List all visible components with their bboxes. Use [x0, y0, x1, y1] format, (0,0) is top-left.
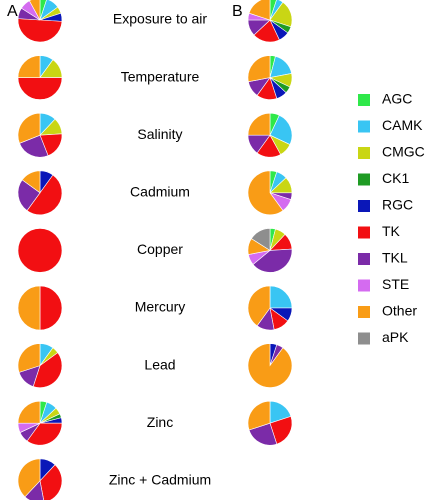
pie-a-temperature-slice-other [17, 55, 41, 78]
pie-a-temperature [17, 55, 63, 100]
legend-label-tkl: TKL [382, 250, 408, 266]
legend: AGC CAMK CMGC CK1 RGC TK TKL STE Other aPK [358, 91, 425, 345]
pie-a-mercury-slice-other [17, 285, 41, 331]
pie-b-cadmium [247, 170, 293, 216]
pie-a-zinc-cadmium-slice-other [17, 458, 41, 498]
row-label-temperature: Temperature [121, 68, 200, 84]
row-label-copper: Copper [137, 241, 183, 257]
pie-a-zinc-slice-other [17, 400, 41, 424]
pie-b-lead-slice-other [247, 343, 293, 388]
pie-a-exposure-to-air-slice-tk [17, 18, 63, 43]
legend-label-tk: TK [382, 223, 401, 239]
pie-b-zinc-slice-tk [269, 416, 293, 445]
row-label-cadmium: Cadmium [130, 184, 190, 200]
row-label-mercury: Mercury [135, 299, 186, 315]
legend-label-cmgc: CMGC [382, 144, 425, 160]
pie-b-zinc [247, 400, 293, 446]
pie-b-temperature-slice-other [247, 55, 271, 83]
pie-chart-grid [17, 0, 293, 500]
row-label-exposure-to-air: Exposure to air [113, 11, 207, 27]
pie-a-copper-slice-tk [17, 228, 63, 273]
pie-a-lead-slice-other [17, 343, 41, 373]
legend-label-ste: STE [382, 276, 409, 292]
pie-b-copper [247, 228, 293, 273]
pie-a-zinc-slice-tk [26, 422, 63, 446]
pie-a-mercury [17, 285, 63, 331]
pie-b-temperature [247, 55, 293, 100]
pie-b-cadmium-slice-other [247, 170, 284, 216]
pie-a-zinc-cadmium [17, 458, 63, 500]
pie-a-exposure-to-air-slice-agc [39, 0, 47, 21]
pie-b-zinc-cadmium-background [248, 458, 292, 500]
legend-swatch-ck1 [358, 173, 370, 186]
pie-b-zinc-cadmium [248, 458, 292, 500]
pie-a-exposure-to-air [17, 0, 63, 43]
pie-a-mercury-slice-tk [39, 285, 63, 331]
pie-a-zinc [17, 400, 63, 446]
pie-b-zinc-slice-tkl [248, 422, 278, 446]
pie-b-lead [247, 343, 293, 388]
legend-label-apk: aPK [382, 329, 409, 345]
pie-b-mercury-slice-other [247, 285, 271, 327]
pie-a-lead [17, 343, 63, 388]
row-labels: Exposure to air Temperature Salinity Cadmiu… [109, 11, 211, 488]
legend-swatch-apk [358, 332, 370, 345]
legend-swatch-cmgc [358, 147, 370, 159]
pie-a-lead-slice-tk [32, 352, 63, 388]
row-label-lead: Lead [144, 356, 175, 372]
pie-b-mercury-slice-camk [269, 285, 293, 309]
legend-swatch-other [358, 306, 370, 318]
legend-label-camk: CAMK [382, 117, 423, 133]
pie-a-cadmium [17, 170, 63, 215]
legend-swatch-camk [358, 120, 370, 133]
pie-a-temperature-slice-tk [17, 77, 63, 100]
legend-label-rgc: RGC [382, 197, 413, 213]
row-label-salinity: Salinity [137, 126, 182, 142]
pie-b-salinity-slice-camk [269, 114, 293, 145]
pie-b-salinity [247, 112, 293, 158]
panel-label-b: B [232, 3, 243, 20]
legend-swatch-agc [358, 94, 370, 106]
pie-a-zinc-cadmium-slice-tk [39, 464, 63, 500]
pie-a-cadmium-slice-tkl [17, 179, 41, 212]
pie-a-cadmium-slice-tk [26, 174, 63, 215]
pie-b-salinity-slice-other [247, 112, 271, 136]
row-label-zinc-cadmium: Zinc + Cadmium [109, 472, 211, 488]
legend-label-agc: AGC [382, 91, 412, 107]
pie-a-copper [17, 228, 63, 273]
pie-b-zinc-slice-other [247, 400, 271, 431]
legend-swatch-rgc [358, 200, 370, 212]
pie-b-copper-slice-tkl [252, 248, 293, 273]
legend-swatch-ste [358, 279, 370, 292]
pie-b-exposure-to-air [247, 0, 293, 43]
pie-b-mercury [247, 285, 293, 331]
legend-label-ck1: CK1 [382, 170, 409, 186]
panel-label-a: A [7, 3, 18, 20]
row-label-zinc: Zinc [147, 414, 173, 430]
pie-a-salinity [17, 112, 63, 158]
pie-a-cadmium-slice-other [21, 170, 41, 194]
pie-a-salinity-slice-other [17, 112, 41, 144]
pie-a-exposure-to-air-slice-other [28, 0, 41, 21]
legend-label-other: Other [382, 303, 417, 319]
pie-b-exposure-to-air-slice-other [248, 0, 271, 21]
legend-swatch-tkl [358, 253, 370, 265]
legend-swatch-tk [358, 226, 370, 239]
pie-b-copper-slice-apk [251, 228, 271, 251]
